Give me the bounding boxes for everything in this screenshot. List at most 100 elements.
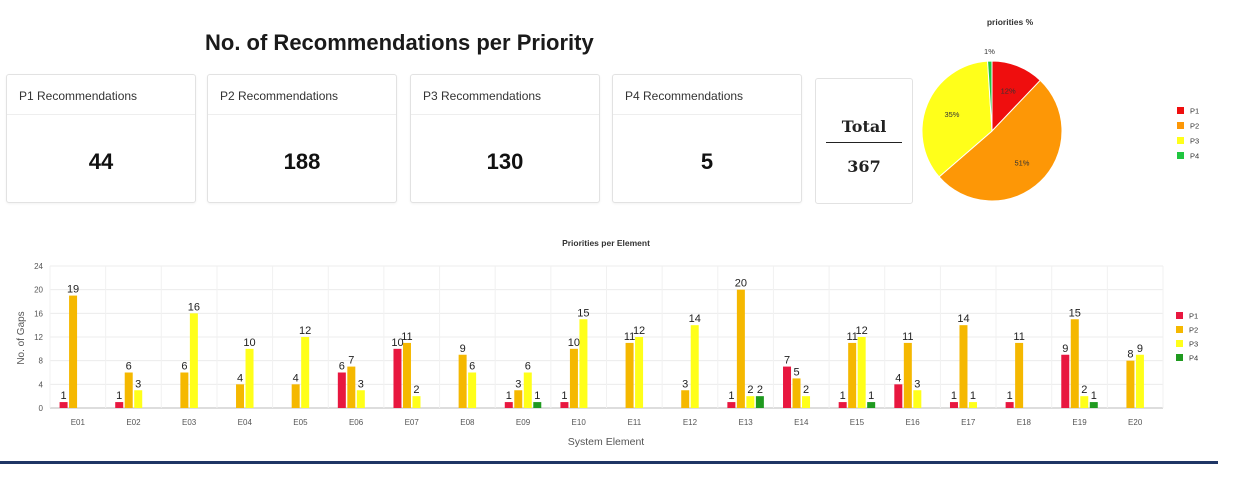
y-tick-label: 24 (34, 262, 43, 271)
bar-value-label: 10 (568, 337, 580, 349)
bar-value-label: 12 (856, 325, 868, 337)
bar-p1 (393, 348, 402, 408)
p2-recommendations-card: P2 Recommendations 188 (207, 74, 397, 203)
bar-value-label: 2 (413, 384, 419, 396)
bar-p3 (468, 372, 477, 408)
bar-value-label: 6 (126, 361, 132, 373)
bar-p2 (514, 390, 523, 408)
pie-slice-p3 (921, 60, 993, 178)
pie-legend-label: P4 (1190, 152, 1199, 161)
bar-p2 (736, 289, 745, 408)
x-tick-label: E09 (516, 418, 531, 427)
bar-value-label: 1 (868, 390, 874, 402)
bar-value-label: 2 (747, 384, 753, 396)
bar-value-label: 15 (577, 307, 589, 319)
bar-value-label: 14 (957, 313, 969, 325)
bar-p4 (755, 396, 764, 408)
bar-p1 (59, 402, 68, 408)
card-value: 130 (486, 149, 524, 174)
bar-value-label: 6 (469, 361, 475, 373)
bar-p3 (189, 313, 198, 408)
total-card: Total 367 (815, 78, 913, 204)
bar-p3 (802, 396, 811, 408)
bar-p2 (236, 384, 245, 408)
bar-value-label: 1 (506, 390, 512, 402)
bar-p2 (1015, 342, 1024, 408)
x-tick-label: E03 (182, 418, 197, 427)
priorities-per-element-chart: Priorities per Element04812162024E01119E… (16, 238, 1198, 448)
bar-value-label: 3 (135, 378, 141, 390)
bar-legend-swatch (1176, 354, 1183, 361)
bar-value-label: 1 (970, 390, 976, 402)
pie-title: priorities % (987, 17, 1034, 27)
bar-p2 (1070, 319, 1079, 408)
pie-legend-swatch (1177, 122, 1184, 129)
bar-value-label: 4 (237, 372, 243, 384)
bar-p2 (848, 342, 857, 408)
bar-value-label: 6 (181, 361, 187, 373)
x-tick-label: E01 (71, 418, 86, 427)
bar-legend-swatch (1176, 326, 1183, 333)
bar-p3 (1135, 354, 1144, 408)
pie-legend-label: P3 (1190, 137, 1199, 146)
bar-p1 (1061, 354, 1070, 408)
bar-value-label: 3 (682, 378, 688, 390)
bar-value-label: 3 (515, 378, 521, 390)
bar-value-label: 2 (757, 384, 763, 396)
page-title: No. of Recommendations per Priority (205, 30, 594, 55)
bar-value-label: 3 (358, 378, 364, 390)
bar-value-label: 12 (633, 325, 645, 337)
bar-p2 (1126, 360, 1135, 408)
bar-value-label: 11 (401, 331, 412, 343)
bar-p1 (1005, 402, 1014, 408)
bar-value-label: 1 (951, 390, 957, 402)
bar-value-label: 16 (188, 301, 200, 313)
bar-value-label: 6 (525, 361, 531, 373)
bar-legend-label: P4 (1189, 354, 1198, 363)
bar-p2 (69, 295, 78, 408)
bar-value-label: 12 (299, 325, 311, 337)
p1-recommendations-card: P1 Recommendations 44 (6, 74, 196, 203)
bar-p2 (903, 342, 912, 408)
bar-p3 (857, 337, 866, 408)
x-tick-label: E04 (238, 418, 253, 427)
y-tick-label: 20 (34, 286, 43, 295)
x-tick-label: E14 (794, 418, 809, 427)
bar-value-label: 19 (67, 284, 79, 296)
bar-p2 (402, 342, 411, 408)
bar-value-label: 5 (793, 366, 799, 378)
x-tick-label: E11 (628, 418, 642, 427)
bar-p3 (913, 390, 922, 408)
x-tick-label: E13 (739, 418, 754, 427)
bar-p4 (1089, 402, 1098, 408)
bar-p2 (124, 372, 133, 408)
bar-p1 (838, 402, 847, 408)
pie-slice-label: 1% (984, 47, 995, 56)
card-value: 44 (88, 149, 114, 174)
bar-legend-label: P2 (1189, 326, 1198, 335)
pie-legend-label: P1 (1190, 107, 1199, 116)
bar-p2 (959, 325, 968, 408)
bar-value-label: 7 (348, 355, 354, 367)
pie-slice-p4 (987, 60, 993, 132)
bar-legend-swatch (1176, 340, 1183, 347)
bar-value-label: 15 (1069, 307, 1081, 319)
priorities-pie-chart: priorities % 12% 51% 35% 1% P1 P2 P3 P4 (921, 17, 1199, 202)
card-label: P2 Recommendations (208, 75, 396, 115)
bar-p4 (533, 402, 542, 408)
x-tick-label: E20 (1128, 418, 1143, 427)
bar-value-label: 1 (61, 390, 67, 402)
bar-value-label: 2 (803, 384, 809, 396)
bar-legend-swatch (1176, 312, 1183, 319)
bar-p1 (337, 372, 346, 408)
pie-legend-swatch (1177, 152, 1184, 159)
bar-p3 (301, 337, 310, 408)
bar-p3 (690, 325, 699, 408)
bar-p2 (569, 348, 578, 408)
bar-p2 (792, 378, 801, 408)
x-tick-label: E18 (1017, 418, 1032, 427)
total-label: Total (841, 117, 887, 136)
bar-p2 (681, 390, 690, 408)
bar-value-label: 11 (846, 331, 857, 343)
x-tick-label: E02 (126, 418, 141, 427)
